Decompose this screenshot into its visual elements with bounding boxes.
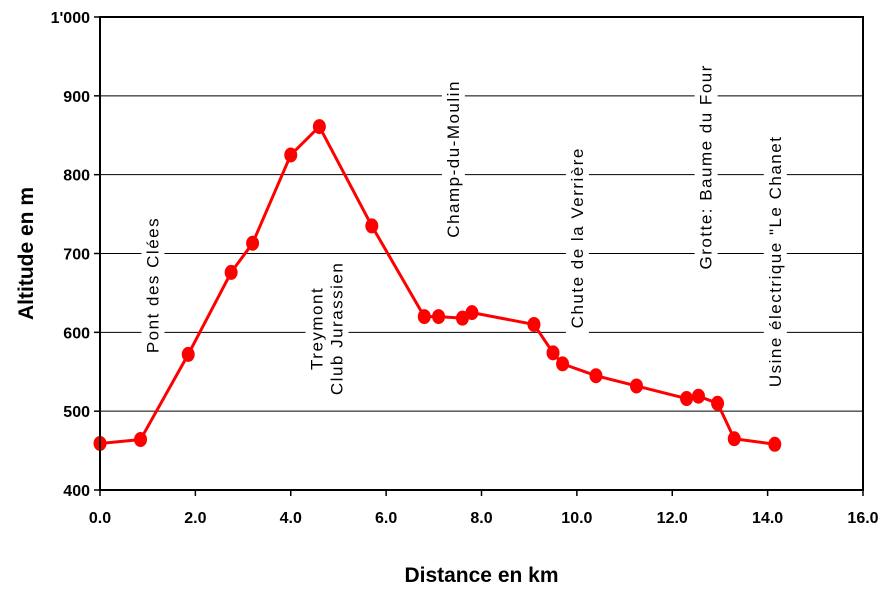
landmark-label-background [565, 141, 589, 335]
altitude-point [768, 436, 782, 452]
landmark-label-background [325, 255, 349, 402]
altitude-point [181, 346, 195, 362]
x-tick-label: 10.0 [561, 510, 592, 527]
landmark-label-background [441, 74, 465, 244]
landmark-label: Champ-du-Moulin [441, 74, 465, 244]
landmark-label: Grotte: Baume du Four [694, 58, 718, 276]
y-tick-label: 700 [63, 247, 90, 264]
y-tick-label: 1'000 [51, 10, 91, 27]
landmark-label-line: Usine électrique "Le Chanet [766, 136, 785, 388]
y-tick-label: 800 [63, 168, 90, 185]
x-axis-title: Distance en km [404, 564, 558, 587]
altitude-point [691, 388, 705, 404]
x-tick-label: 6.0 [375, 510, 397, 527]
landmark-label-line: Pont des Clées [143, 217, 162, 353]
landmark-label-background [763, 129, 787, 394]
landmark-label-background [694, 58, 718, 276]
x-tick-label: 4.0 [280, 510, 302, 527]
landmark-label-background [305, 280, 329, 376]
x-tick-label: 2.0 [184, 510, 206, 527]
x-tick-label: 14.0 [752, 510, 783, 527]
landmark-labels: Pont des Clées Treymont Club Jurassien Cham… [141, 58, 787, 402]
y-tick-label: 900 [63, 89, 90, 106]
altitude-point [727, 431, 741, 447]
landmark-label-line: Club Jurassien [328, 262, 347, 395]
altitude-point [224, 264, 238, 280]
y-tick-label: 500 [63, 404, 90, 421]
y-tick-label: 600 [63, 325, 90, 342]
x-tick-label: 8.0 [470, 510, 492, 527]
landmark-label: Pont des Clées [141, 210, 165, 360]
altitude-point [246, 235, 260, 251]
altitude-point [134, 432, 148, 448]
altitude-point [284, 147, 298, 163]
altitude-point [432, 309, 446, 325]
altitude-point [546, 345, 560, 361]
altitude-point [629, 378, 643, 394]
landmark-label: Usine électrique "Le Chanet [763, 129, 787, 394]
landmark-label-line: Champ-du-Moulin [444, 80, 463, 238]
altitude-point [417, 309, 431, 325]
altitude-series [93, 119, 782, 452]
landmark-label-line: Treymont [308, 287, 327, 370]
x-tick-label: 16.0 [847, 510, 878, 527]
x-tick-label: 0.0 [89, 510, 111, 527]
y-axis-title: Altitude en m [15, 187, 38, 320]
landmark-label-line: Grotte: Baume du Four [697, 64, 716, 269]
landmark-label-line: Chute de la Verrière [568, 147, 587, 328]
altitude-point [527, 316, 541, 332]
altitude-point [589, 368, 603, 384]
y-tick-label: 400 [63, 483, 90, 500]
grid-layer [100, 95, 863, 412]
altitude-point [556, 356, 570, 372]
landmark-label: Chute de la Verrière [565, 141, 589, 335]
altitude-point [680, 391, 694, 407]
x-tick-label: 12.0 [657, 510, 688, 527]
landmark-label-background [141, 210, 165, 360]
altitude-point [312, 119, 326, 135]
altitude-point [711, 395, 725, 411]
landmark-label: Treymont Club Jurassien [305, 255, 349, 402]
altitude-point [365, 218, 379, 234]
tick-labels: 400 500 600 700 800 900 1'000 0.0 2.0 4.0 6.0 8.0 10… [51, 10, 879, 527]
altitude-point [465, 305, 479, 321]
